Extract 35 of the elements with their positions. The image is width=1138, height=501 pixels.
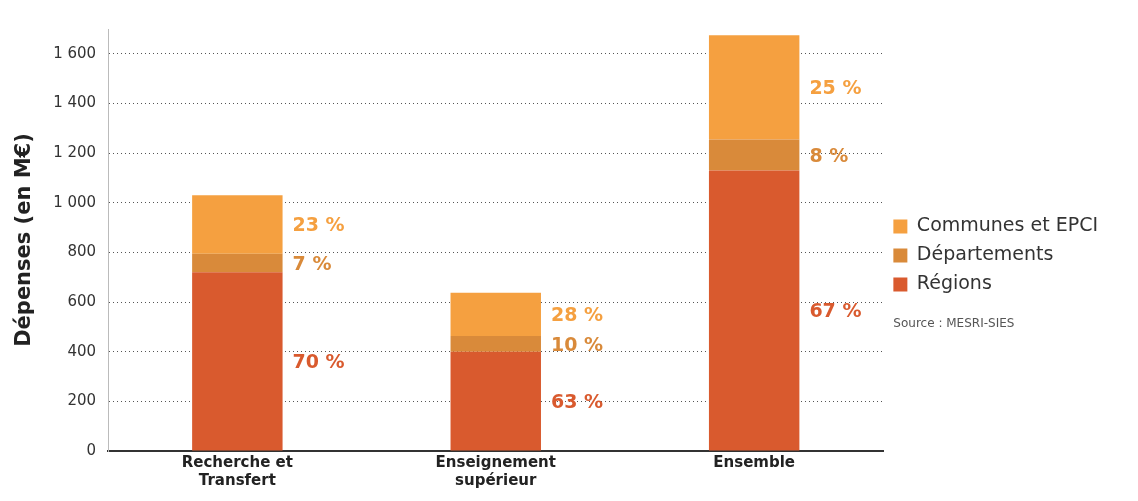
bar xyxy=(708,139,800,171)
bar xyxy=(192,272,283,451)
y-tick-label: 1 600 xyxy=(53,43,97,62)
annotation: 63 % xyxy=(550,390,604,413)
x-tick-label: Recherche et Transfert xyxy=(181,452,293,489)
y-tick-label: 600 xyxy=(67,291,97,310)
y-tick-label: 1 000 xyxy=(53,192,97,211)
y-tick-label: 1 200 xyxy=(53,143,97,162)
y-tick-label: 800 xyxy=(67,242,97,261)
annotation: 23 % xyxy=(292,213,345,236)
bar xyxy=(450,292,541,337)
annotation: 10 % xyxy=(550,332,604,355)
bar xyxy=(192,195,283,254)
legend-label: Communes et EPCI xyxy=(916,213,1099,236)
y-axis-title: Dépenses (en M€) xyxy=(11,133,36,347)
legend-label: Régions xyxy=(916,271,992,294)
bar xyxy=(192,253,283,273)
annotation: 8 % xyxy=(809,143,849,166)
y-tick-label: 400 xyxy=(67,341,97,360)
source-note: Source : MESRI-SIES xyxy=(893,316,1015,331)
y-tick-label: 0 xyxy=(86,440,97,459)
y-tick-label: 200 xyxy=(67,391,97,410)
bar xyxy=(450,351,541,451)
annotation: 25 % xyxy=(809,76,862,99)
annotation: 67 % xyxy=(809,299,862,322)
bar xyxy=(708,170,800,451)
bar xyxy=(450,336,541,352)
annotation: 28 % xyxy=(550,303,604,326)
annotation: 7 % xyxy=(292,251,332,274)
x-tick-label: Enseignement supérieur xyxy=(435,452,556,489)
y-tick-label: 1 400 xyxy=(53,93,97,112)
bar xyxy=(708,35,800,140)
x-tick-label: Ensemble xyxy=(713,452,796,471)
annotation: 70 % xyxy=(292,350,345,373)
legend-label: Départements xyxy=(916,242,1054,265)
